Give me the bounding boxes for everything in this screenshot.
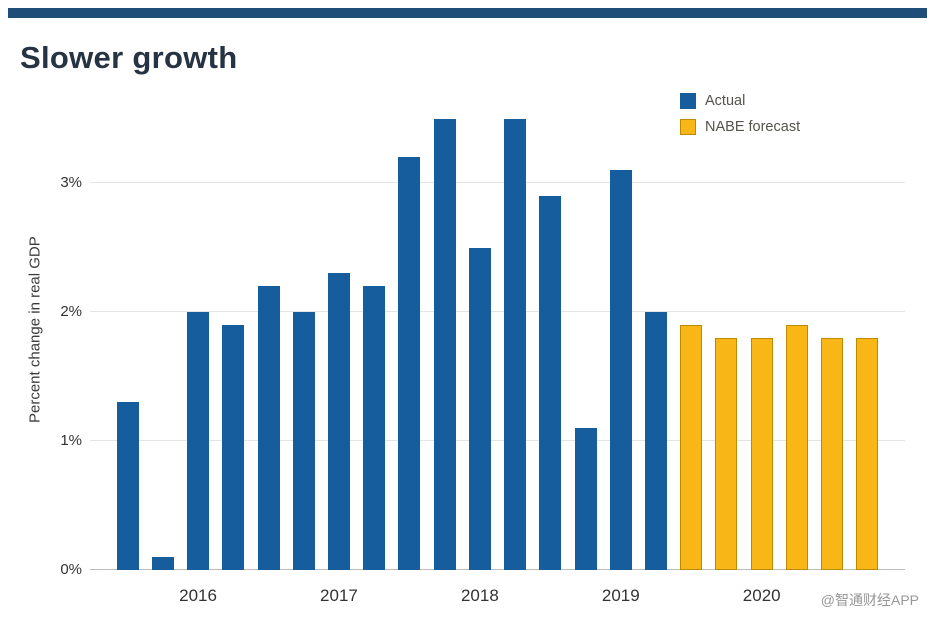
legend-swatch-icon: [680, 119, 696, 135]
chart-title: Slower growth: [20, 40, 238, 75]
bar-nabe-forecast: [680, 324, 703, 570]
bar-actual: [363, 286, 386, 570]
legend-label: Actual: [705, 93, 746, 109]
x-tick-label: 2017: [320, 586, 358, 605]
bar-actual: [116, 402, 139, 570]
bar-actual: [539, 195, 562, 570]
chart-legend: Actual NABE forecast: [680, 88, 800, 140]
bar-nabe-forecast: [856, 337, 879, 570]
bar-actual: [645, 312, 668, 570]
bar-nabe-forecast: [821, 337, 844, 570]
watermark: @智通财经APP: [820, 592, 919, 608]
x-tick-label: 2019: [601, 586, 640, 605]
bar-actual: [257, 286, 280, 570]
legend-swatch-icon: [680, 93, 696, 109]
x-tick-label: 2018: [460, 586, 499, 605]
y-tick-label: 2%: [60, 303, 82, 320]
bar-actual: [574, 428, 597, 570]
bar-nabe-forecast: [715, 337, 738, 570]
y-tick-label: 0%: [60, 561, 82, 578]
gridline: [90, 311, 905, 312]
y-axis-title: Percent change in real GDP: [26, 236, 44, 424]
bar-actual: [433, 118, 456, 570]
plot-area-bars: [110, 90, 885, 570]
bar-actual: [327, 273, 350, 570]
bar-actual: [609, 170, 632, 570]
top-accent-bar: [8, 8, 927, 18]
legend-item: NABE forecast: [680, 114, 800, 140]
legend-label: NABE forecast: [705, 119, 801, 135]
bar-actual: [187, 312, 210, 570]
y-tick-label: 3%: [60, 174, 82, 191]
bar-actual: [151, 557, 174, 570]
bar-actual: [504, 118, 527, 570]
bar-actual: [222, 324, 245, 570]
gridline: [90, 569, 905, 570]
y-tick-label: 1%: [60, 432, 82, 449]
gridline: [90, 182, 905, 183]
x-tick-label: 2020: [742, 586, 781, 605]
plot-gridlines: [90, 90, 905, 570]
legend-item: Actual: [680, 88, 800, 114]
bar-nabe-forecast: [785, 324, 808, 570]
x-tick-label: 2016: [179, 586, 217, 605]
gridline: [90, 440, 905, 441]
bar-actual: [398, 157, 421, 570]
bar-nabe-forecast: [750, 337, 773, 570]
bar-actual: [468, 247, 491, 570]
bar-actual: [292, 312, 315, 570]
